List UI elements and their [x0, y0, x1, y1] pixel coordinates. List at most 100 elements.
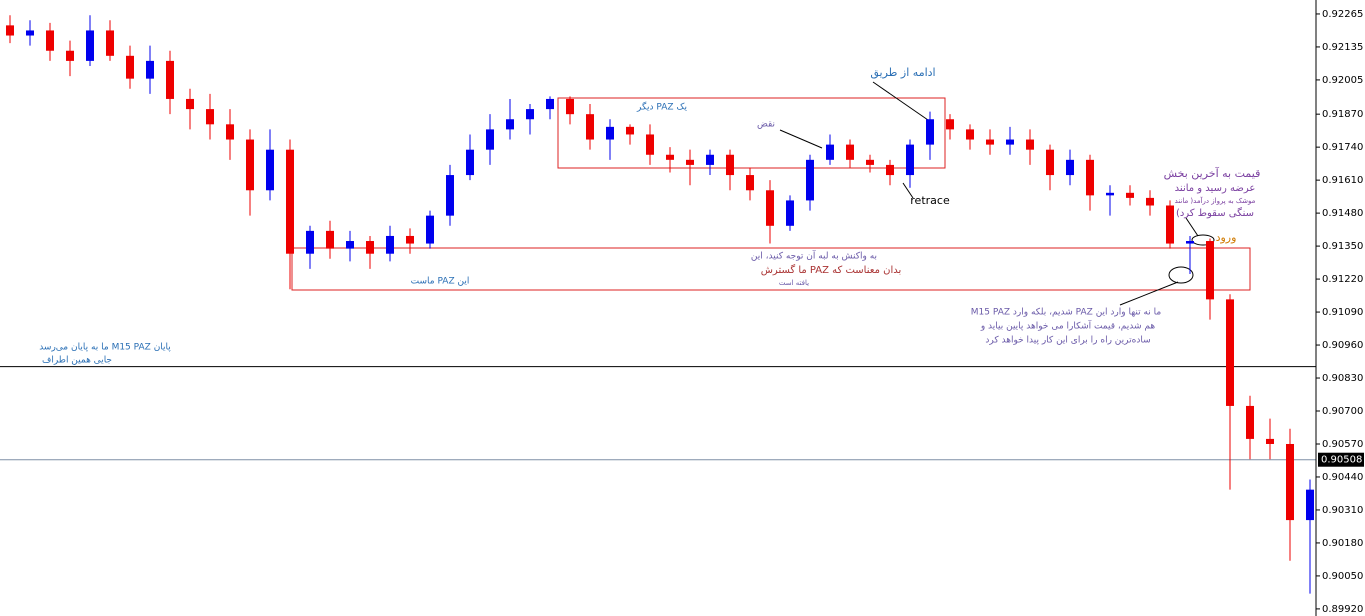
candle-body	[226, 124, 234, 140]
candle-body	[86, 30, 94, 61]
candle-body	[1066, 159, 1074, 176]
candle-body	[366, 241, 374, 254]
annotation: جایی همین اطراف	[42, 356, 112, 366]
candle-body	[386, 235, 394, 254]
y-tick-label: 0.91870	[1322, 109, 1363, 120]
candle-body	[626, 126, 634, 135]
candle-body	[1186, 241, 1194, 244]
annotation: ادامه از طریق	[870, 66, 935, 80]
annotation: هم شدیم، قیمت آشکارا می خواهد پایین بیای…	[980, 320, 1156, 332]
annotation: موشک به پرواز درآمد( مانند	[1175, 196, 1256, 205]
candle-body	[666, 154, 674, 160]
candle-body	[306, 230, 314, 254]
candle-body	[1126, 192, 1134, 198]
y-tick-label: 0.90310	[1322, 505, 1363, 516]
candle-body	[586, 114, 594, 140]
zones	[291, 81, 1251, 306]
candle-body	[846, 144, 854, 160]
candle-body	[106, 30, 114, 56]
candle-body	[986, 139, 994, 145]
candle-body	[66, 50, 74, 61]
marker-ellipse	[1168, 266, 1194, 284]
y-tick-label: 0.92135	[1322, 42, 1363, 53]
y-tick-label: 0.91610	[1322, 175, 1363, 186]
arrow-line	[902, 182, 914, 199]
candle-body	[186, 98, 194, 110]
current-price-box	[1318, 452, 1364, 467]
y-tick-label: 0.90180	[1322, 538, 1363, 549]
paz-box	[291, 247, 1251, 291]
y-tick-label: 0.92005	[1322, 75, 1363, 86]
annotation: یک PAZ دیگر	[636, 101, 687, 113]
annotation: یافته است	[779, 279, 809, 287]
candle-body	[526, 109, 534, 120]
candle-body	[1266, 438, 1274, 444]
candle-body	[446, 175, 454, 216]
candle-body	[1306, 489, 1314, 521]
candle-body	[1026, 139, 1034, 150]
candle-body	[866, 159, 874, 165]
candle-body	[786, 200, 794, 226]
annotation: پایان M15 PAZ ما به پایان می‌رسد	[39, 343, 171, 353]
candle-body	[466, 149, 474, 176]
annotation: نقض	[757, 120, 775, 130]
candle-body	[1146, 197, 1154, 206]
y-tick-label: 0.90960	[1322, 340, 1363, 351]
candle-body	[6, 25, 14, 36]
candle-body	[826, 144, 834, 160]
y-tick-label: 0.91350	[1322, 241, 1363, 252]
candle-body	[1166, 205, 1174, 244]
candle-body	[266, 149, 274, 191]
candle-body	[606, 126, 614, 140]
annotation: این PAZ ماست	[411, 277, 470, 287]
candle-body	[166, 60, 174, 99]
candle-body	[486, 129, 494, 150]
candle-body	[286, 149, 294, 254]
y-tick-label: 0.90440	[1322, 472, 1363, 483]
candle-body	[806, 159, 814, 201]
arrow-line	[872, 81, 929, 121]
candle-body	[1106, 192, 1114, 196]
candle-body	[406, 235, 414, 244]
candle-body	[1086, 159, 1094, 196]
candle-body	[1226, 299, 1234, 406]
arrow-line	[779, 129, 823, 149]
arrow-line	[1119, 281, 1179, 306]
candle-body	[906, 144, 914, 176]
annotation: retrace	[910, 194, 950, 207]
paz-box	[557, 97, 946, 169]
candle-body	[886, 164, 894, 176]
annotation: بدان معناست که PAZ ما گسترش	[761, 264, 902, 276]
y-tick-label: 0.90830	[1322, 373, 1363, 384]
candle-body	[946, 119, 954, 130]
candle-body	[1046, 149, 1054, 176]
annotation: عرضه رسید و مانند	[1175, 183, 1256, 194]
candle-body	[746, 175, 754, 191]
candle-body	[506, 119, 514, 130]
candle-body	[766, 190, 774, 226]
candle-body	[46, 30, 54, 51]
annotation: قیمت به آخرین بخش	[1164, 166, 1261, 180]
candle-body	[426, 215, 434, 244]
annotation: به واکنش به لبه آن توجه کنید، این	[751, 250, 877, 262]
candle-body	[706, 154, 714, 165]
marker-ellipse	[1191, 234, 1215, 246]
current-price-label: 0.90508	[1321, 455, 1362, 466]
candle-body	[726, 154, 734, 176]
candle-body	[346, 241, 354, 249]
candle-body	[246, 139, 254, 191]
y-tick-label: 0.92265	[1322, 9, 1363, 20]
annotation: ورود	[1216, 231, 1237, 244]
candle-body	[1206, 241, 1214, 300]
y-tick-label: 0.90700	[1322, 406, 1363, 417]
candle-body	[1246, 405, 1254, 439]
candle-body	[326, 230, 334, 249]
candle-body	[126, 55, 134, 79]
annotations: ادامه از طریق یک PAZ دیگر نقض retrace قی…	[39, 66, 1260, 366]
candle-body	[566, 98, 574, 115]
arrow-line	[1185, 217, 1199, 237]
candle-body	[1286, 443, 1294, 521]
candle-body	[26, 30, 34, 36]
